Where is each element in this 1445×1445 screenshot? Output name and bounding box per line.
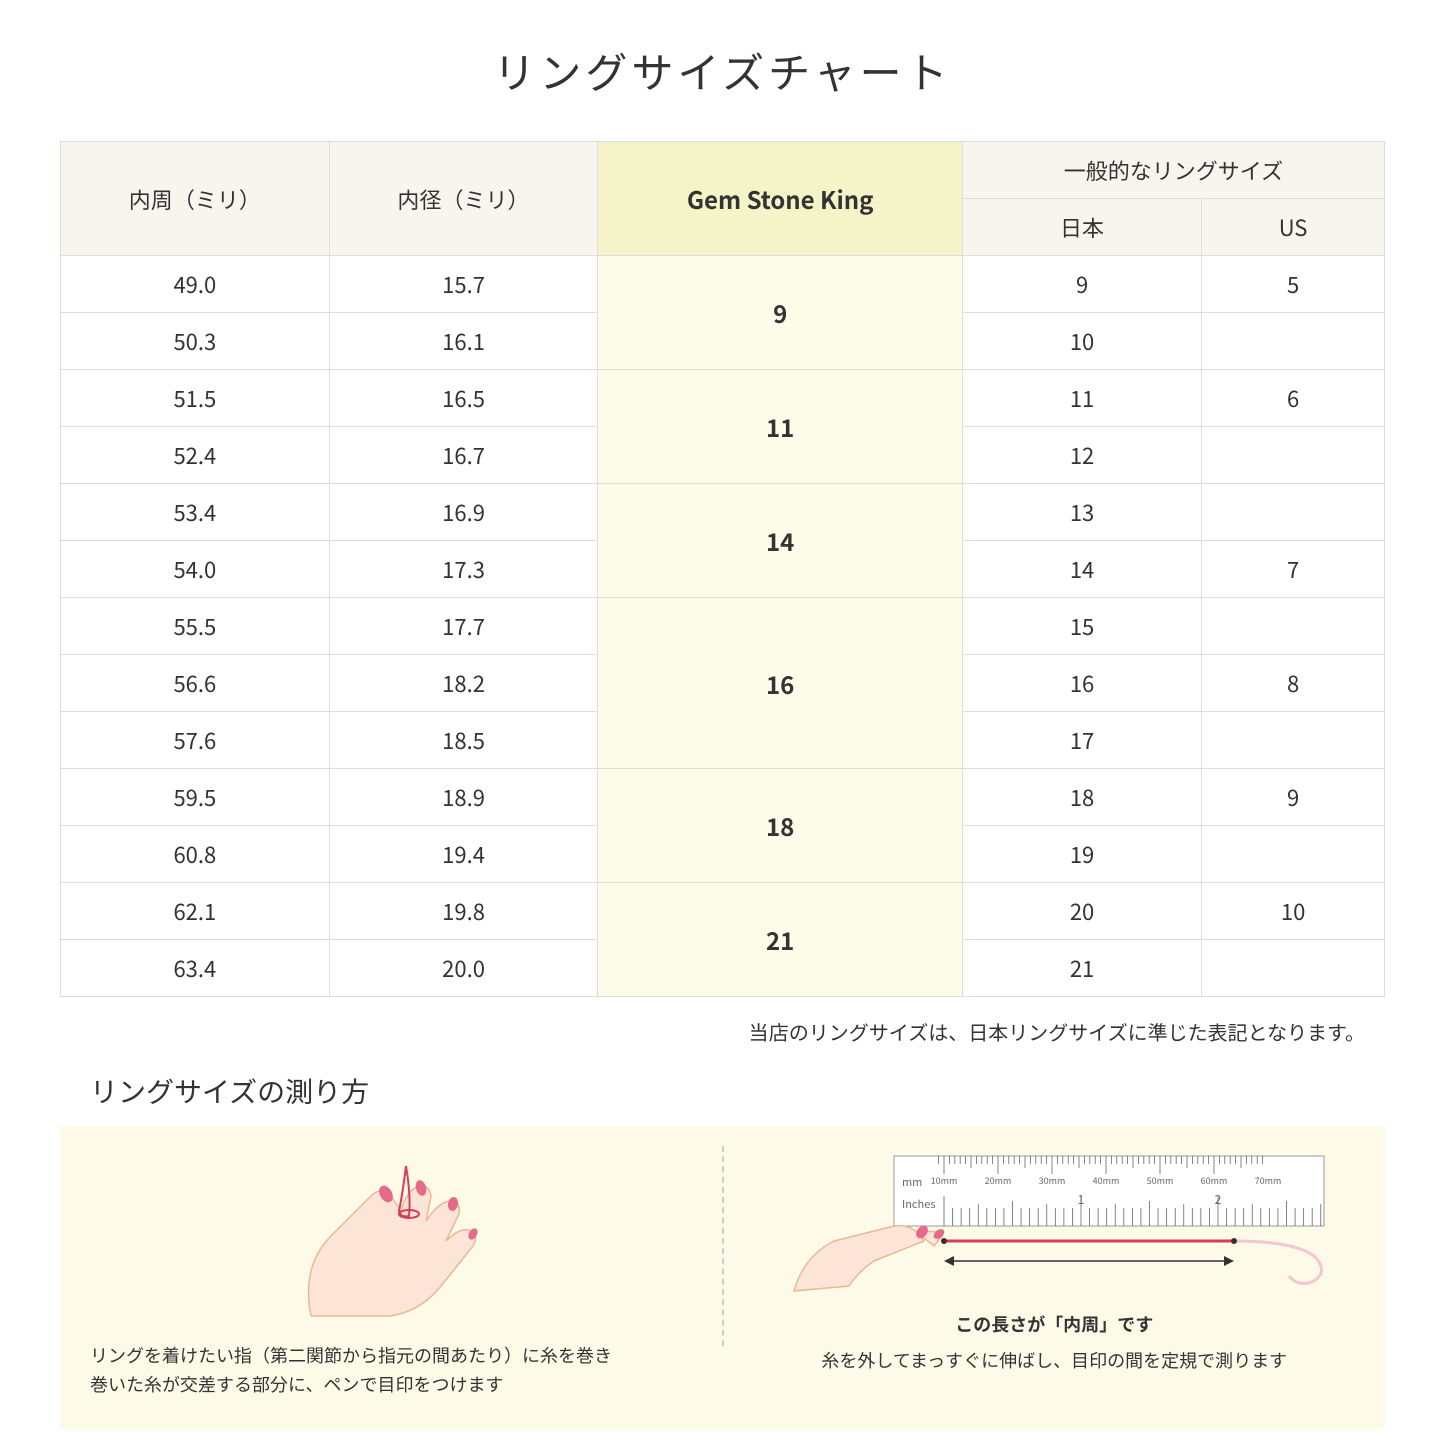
cell-gsk: 18 [598,769,963,883]
ruler-measure-icon: mm Inches 10mm 20mm 30mm 40mm 50mm 60mm 70mm 1… [774,1146,1334,1296]
cell-us [1202,427,1385,484]
svg-text:40mm: 40mm [1093,1174,1120,1187]
cell-dia: 18.2 [329,655,598,712]
cell-us: 8 [1202,655,1385,712]
cell-circ: 63.4 [61,940,330,997]
cell-us: 5 [1202,256,1385,313]
note-text: 当店のリングサイズは、日本リングサイズに準じた表記となります。 [60,1017,1385,1046]
svg-text:30mm: 30mm [1039,1174,1066,1187]
cell-dia: 18.5 [329,712,598,769]
cell-dia: 17.3 [329,541,598,598]
cell-dia: 19.8 [329,883,598,940]
col-us: US [1202,199,1385,256]
cell-gsk: 9 [598,256,963,370]
col-general: 一般的なリングサイズ [962,142,1384,199]
cell-gsk: 14 [598,484,963,598]
cell-circ: 55.5 [61,598,330,655]
cell-circ: 52.4 [61,427,330,484]
cell-dia: 16.7 [329,427,598,484]
cell-jp: 18 [962,769,1201,826]
cell-circ: 54.0 [61,541,330,598]
howto-right-panel: mm Inches 10mm 20mm 30mm 40mm 50mm 60mm 70mm 1… [754,1146,1356,1399]
cell-circ: 53.4 [61,484,330,541]
howto-title: リングサイズの測り方 [60,1071,1385,1111]
cell-jp: 12 [962,427,1201,484]
howto-right-text: 糸を外してまっすぐに伸ばし、目印の間を定規で測ります [754,1347,1356,1373]
svg-text:10mm: 10mm [931,1174,958,1187]
cell-dia: 17.7 [329,598,598,655]
cell-circ: 56.6 [61,655,330,712]
table-row: 55.517.71615 [61,598,1385,655]
cell-circ: 49.0 [61,256,330,313]
col-japan: 日本 [962,199,1201,256]
page-title: リングサイズチャート [60,40,1385,101]
cell-jp: 21 [962,940,1201,997]
cell-jp: 11 [962,370,1201,427]
cell-us [1202,313,1385,370]
cell-dia: 15.7 [329,256,598,313]
cell-circ: 51.5 [61,370,330,427]
col-gsk: Gem Stone King [598,142,963,256]
cell-jp: 20 [962,883,1201,940]
ruler-label: この長さが「内周」です [754,1311,1356,1337]
table-row: 59.518.918189 [61,769,1385,826]
cell-us [1202,826,1385,883]
howto-left-panel: リングを着けたい指（第二関節から指元の間あたり）に糸を巻き巻いた糸が交差する部分… [90,1146,692,1399]
cell-jp: 16 [962,655,1201,712]
table-row: 62.119.8212010 [61,883,1385,940]
cell-us: 10 [1202,883,1385,940]
hand-thread-icon [251,1146,531,1326]
cell-jp: 9 [962,256,1201,313]
cell-gsk: 11 [598,370,963,484]
table-row: 49.015.7995 [61,256,1385,313]
svg-text:mm: mm [902,1174,922,1190]
cell-us [1202,484,1385,541]
table-row: 53.416.91413 [61,484,1385,541]
cell-jp: 14 [962,541,1201,598]
cell-gsk: 16 [598,598,963,769]
cell-dia: 16.5 [329,370,598,427]
cell-us: 7 [1202,541,1385,598]
cell-jp: 10 [962,313,1201,370]
svg-text:50mm: 50mm [1147,1174,1174,1187]
cell-gsk: 21 [598,883,963,997]
cell-circ: 60.8 [61,826,330,883]
cell-dia: 16.9 [329,484,598,541]
cell-jp: 13 [962,484,1201,541]
cell-us [1202,940,1385,997]
cell-circ: 50.3 [61,313,330,370]
cell-us: 9 [1202,769,1385,826]
howto-section: リングを着けたい指（第二関節から指元の間あたり）に糸を巻き巻いた糸が交差する部分… [60,1126,1385,1429]
cell-jp: 15 [962,598,1201,655]
svg-text:1: 1 [1078,1191,1085,1208]
cell-circ: 59.5 [61,769,330,826]
cell-jp: 19 [962,826,1201,883]
svg-text:2: 2 [1215,1191,1222,1208]
table-row: 51.516.511116 [61,370,1385,427]
cell-circ: 62.1 [61,883,330,940]
cell-us [1202,598,1385,655]
col-circumference: 内周（ミリ） [61,142,330,256]
cell-us: 6 [1202,370,1385,427]
cell-jp: 17 [962,712,1201,769]
howto-left-text: リングを着けたい指（第二関節から指元の間あたり）に糸を巻き巻いた糸が交差する部分… [90,1341,692,1399]
cell-us [1202,712,1385,769]
cell-dia: 19.4 [329,826,598,883]
cell-dia: 16.1 [329,313,598,370]
col-diameter: 内径（ミリ） [329,142,598,256]
panel-divider [722,1146,724,1346]
cell-circ: 57.6 [61,712,330,769]
cell-dia: 18.9 [329,769,598,826]
cell-dia: 20.0 [329,940,598,997]
svg-text:60mm: 60mm [1201,1174,1228,1187]
size-chart-table: 内周（ミリ） 内径（ミリ） Gem Stone King 一般的なリングサイズ … [60,141,1385,997]
svg-text:70mm: 70mm [1255,1174,1282,1187]
svg-text:Inches: Inches [902,1196,935,1212]
svg-text:20mm: 20mm [985,1174,1012,1187]
